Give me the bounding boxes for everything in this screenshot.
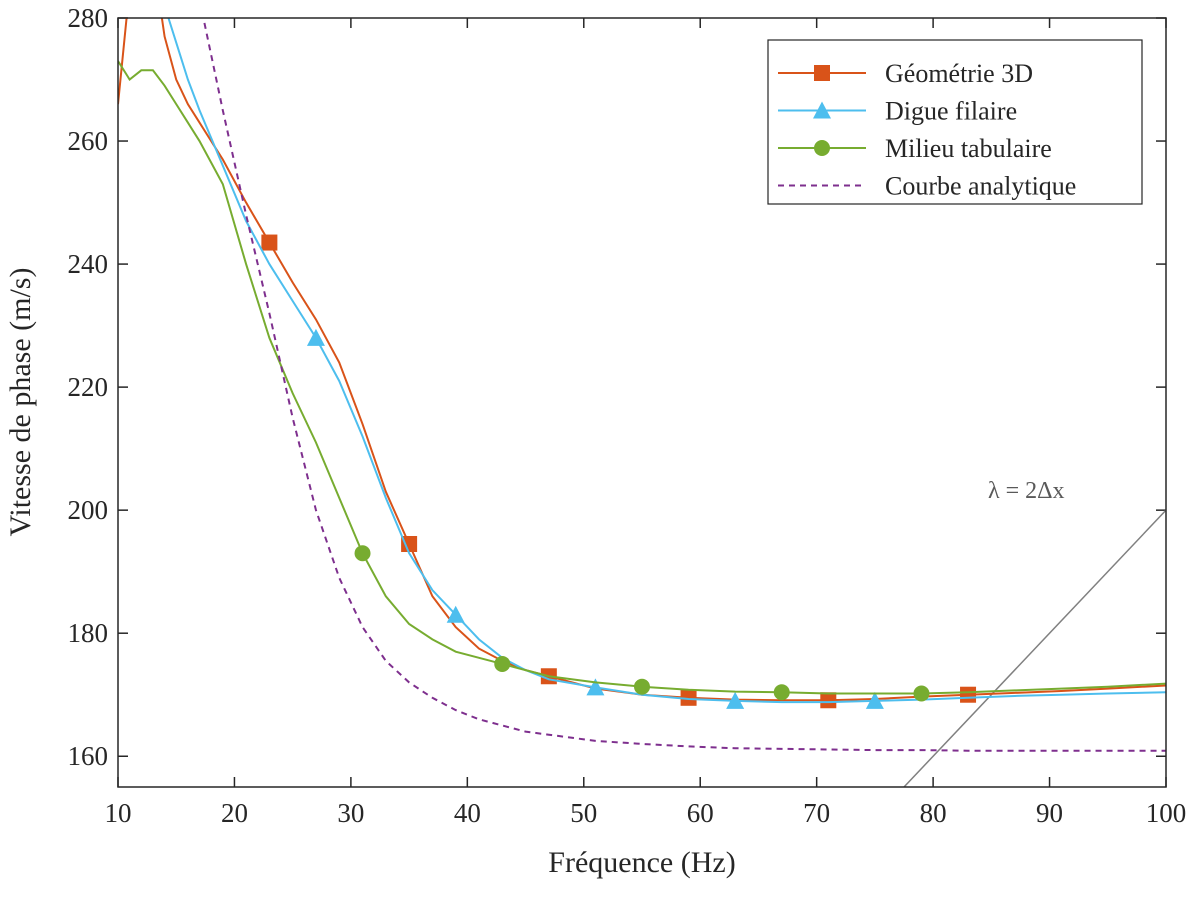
legend-label: Géométrie 3D: [885, 59, 1033, 88]
x-axis-label: Fréquence (Hz): [548, 846, 735, 879]
x-tick-label: 80: [920, 798, 947, 828]
series-line: [118, 18, 1166, 702]
legend-entry: Géométrie 3D: [778, 59, 1033, 88]
marker: [446, 605, 465, 623]
x-tick-label: 70: [803, 798, 830, 828]
y-tick-label: 280: [68, 3, 109, 33]
x-tick-label: 30: [337, 798, 364, 828]
marker: [494, 655, 511, 672]
legend-label: Courbe analytique: [885, 172, 1076, 201]
legend-entry: Digue filaire: [778, 97, 1017, 126]
x-tick-label: 50: [570, 798, 597, 828]
annotation-label: λ = 2Δx: [988, 478, 1065, 504]
y-tick-label: 220: [68, 372, 109, 402]
legend-entry: Courbe analytique: [778, 172, 1076, 201]
marker: [913, 685, 930, 702]
y-tick-label: 160: [68, 741, 109, 771]
marker: [814, 65, 830, 81]
y-axis-label: Vitesse de phase (m/s): [4, 268, 37, 537]
series-line: [167, 18, 1166, 704]
axes-box: [117, 17, 1167, 788]
marker: [726, 691, 745, 709]
legend-label: Digue filaire: [885, 97, 1017, 126]
marker: [354, 545, 371, 562]
x-tick-label: 10: [105, 798, 132, 828]
x-tick-label: 20: [221, 798, 248, 828]
series-line: [202, 18, 1166, 752]
marker: [634, 678, 650, 695]
marker: [814, 140, 830, 156]
x-tick-label: 100: [1146, 798, 1187, 828]
marker: [586, 678, 605, 696]
legend-label: Milieu tabulaire: [885, 134, 1052, 163]
y-tick-label: 260: [68, 126, 109, 156]
x-tick-label: 90: [1036, 798, 1063, 828]
annotation-line: [903, 509, 1166, 787]
x-tick-label: 40: [454, 798, 481, 828]
marker: [960, 686, 977, 703]
marker: [820, 692, 837, 709]
marker: [401, 535, 418, 552]
marker: [261, 234, 278, 251]
legend-box: [767, 39, 1143, 205]
marker: [865, 691, 884, 709]
y-tick-label: 200: [68, 495, 109, 525]
legend-entry: Milieu tabulaire: [778, 134, 1052, 163]
marker: [306, 328, 325, 346]
marker: [813, 101, 831, 119]
marker: [680, 689, 697, 706]
plot-area: [118, 18, 1166, 787]
x-tick-label: 60: [687, 798, 714, 828]
y-tick-label: 240: [68, 249, 109, 279]
series-line: [118, 60, 1166, 695]
marker: [773, 684, 790, 701]
y-tick-label: 180: [68, 618, 109, 648]
